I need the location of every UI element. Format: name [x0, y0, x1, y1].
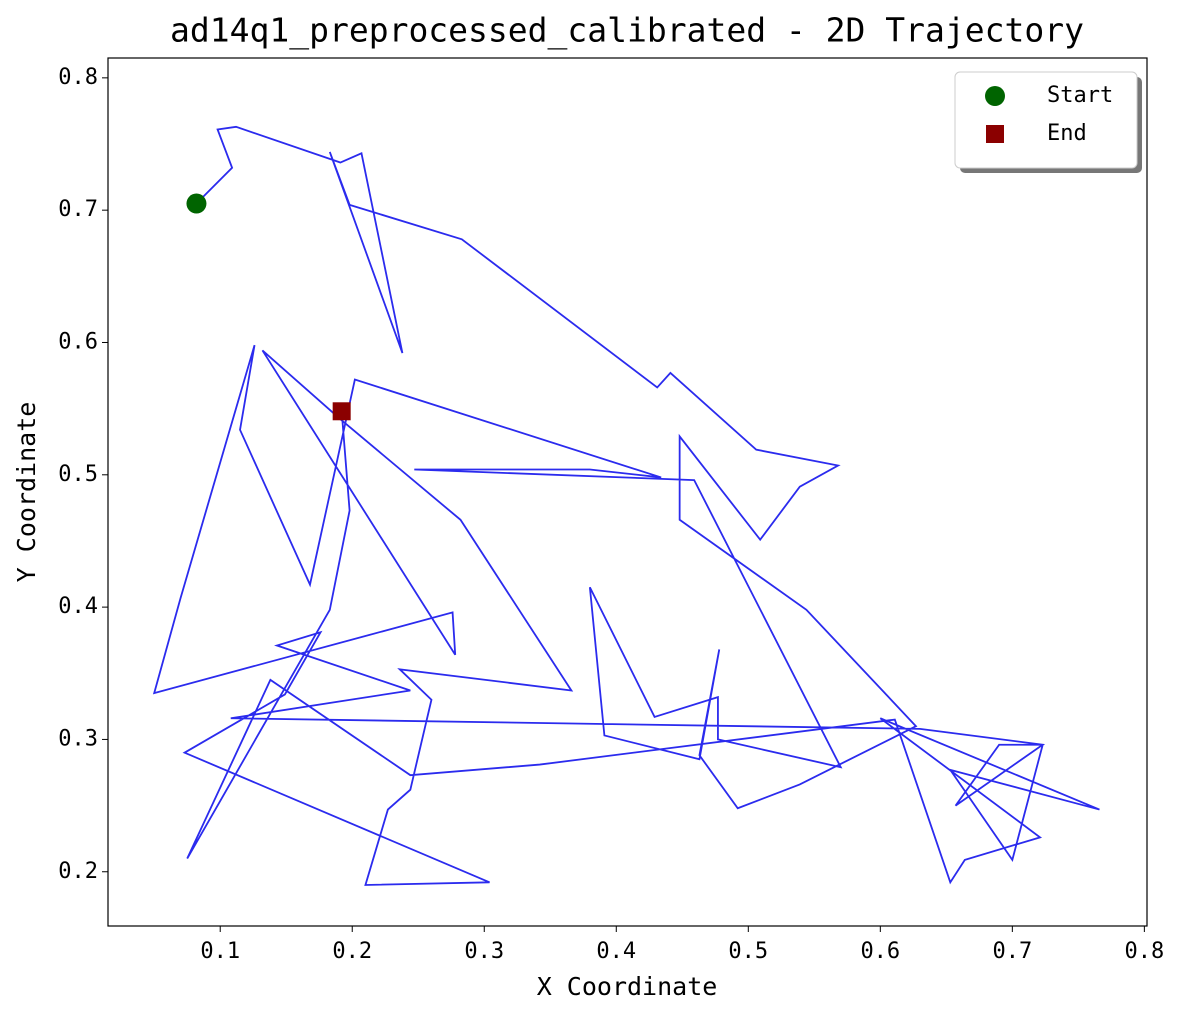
y-axis-label: Y Coordinate	[12, 402, 41, 583]
end-marker	[332, 402, 351, 421]
y-tick-label: 0.2	[58, 859, 98, 884]
legend-label: Start	[1047, 83, 1113, 108]
x-tick-label: 0.2	[332, 939, 372, 964]
legend-label: End	[1047, 121, 1087, 146]
x-tick-label: 0.4	[596, 939, 636, 964]
y-tick-label: 0.7	[58, 197, 98, 222]
chart-title: ad14q1_preprocessed_calibrated - 2D Traj…	[170, 11, 1084, 51]
y-tick-label: 0.6	[58, 329, 98, 354]
x-tick-label: 0.1	[200, 939, 240, 964]
x-tick-label: 0.5	[728, 939, 768, 964]
x-tick-label: 0.3	[464, 939, 504, 964]
y-tick-label: 0.4	[58, 594, 98, 619]
trajectory-line	[152, 125, 1100, 886]
y-tick-label: 0.3	[58, 726, 98, 751]
legend-marker	[986, 125, 1004, 143]
x-tick-label: 0.6	[860, 939, 900, 964]
x-tick-label: 0.8	[1124, 939, 1164, 964]
start-marker	[186, 193, 207, 214]
x-tick-label: 0.7	[992, 939, 1032, 964]
y-tick-label: 0.8	[58, 65, 98, 90]
plot-frame	[107, 57, 1148, 927]
legend-marker	[985, 86, 1005, 106]
legend: Start End	[954, 71, 1142, 173]
x-axis-label: X Coordinate	[537, 972, 718, 1001]
y-tick-label: 0.5	[58, 462, 98, 487]
